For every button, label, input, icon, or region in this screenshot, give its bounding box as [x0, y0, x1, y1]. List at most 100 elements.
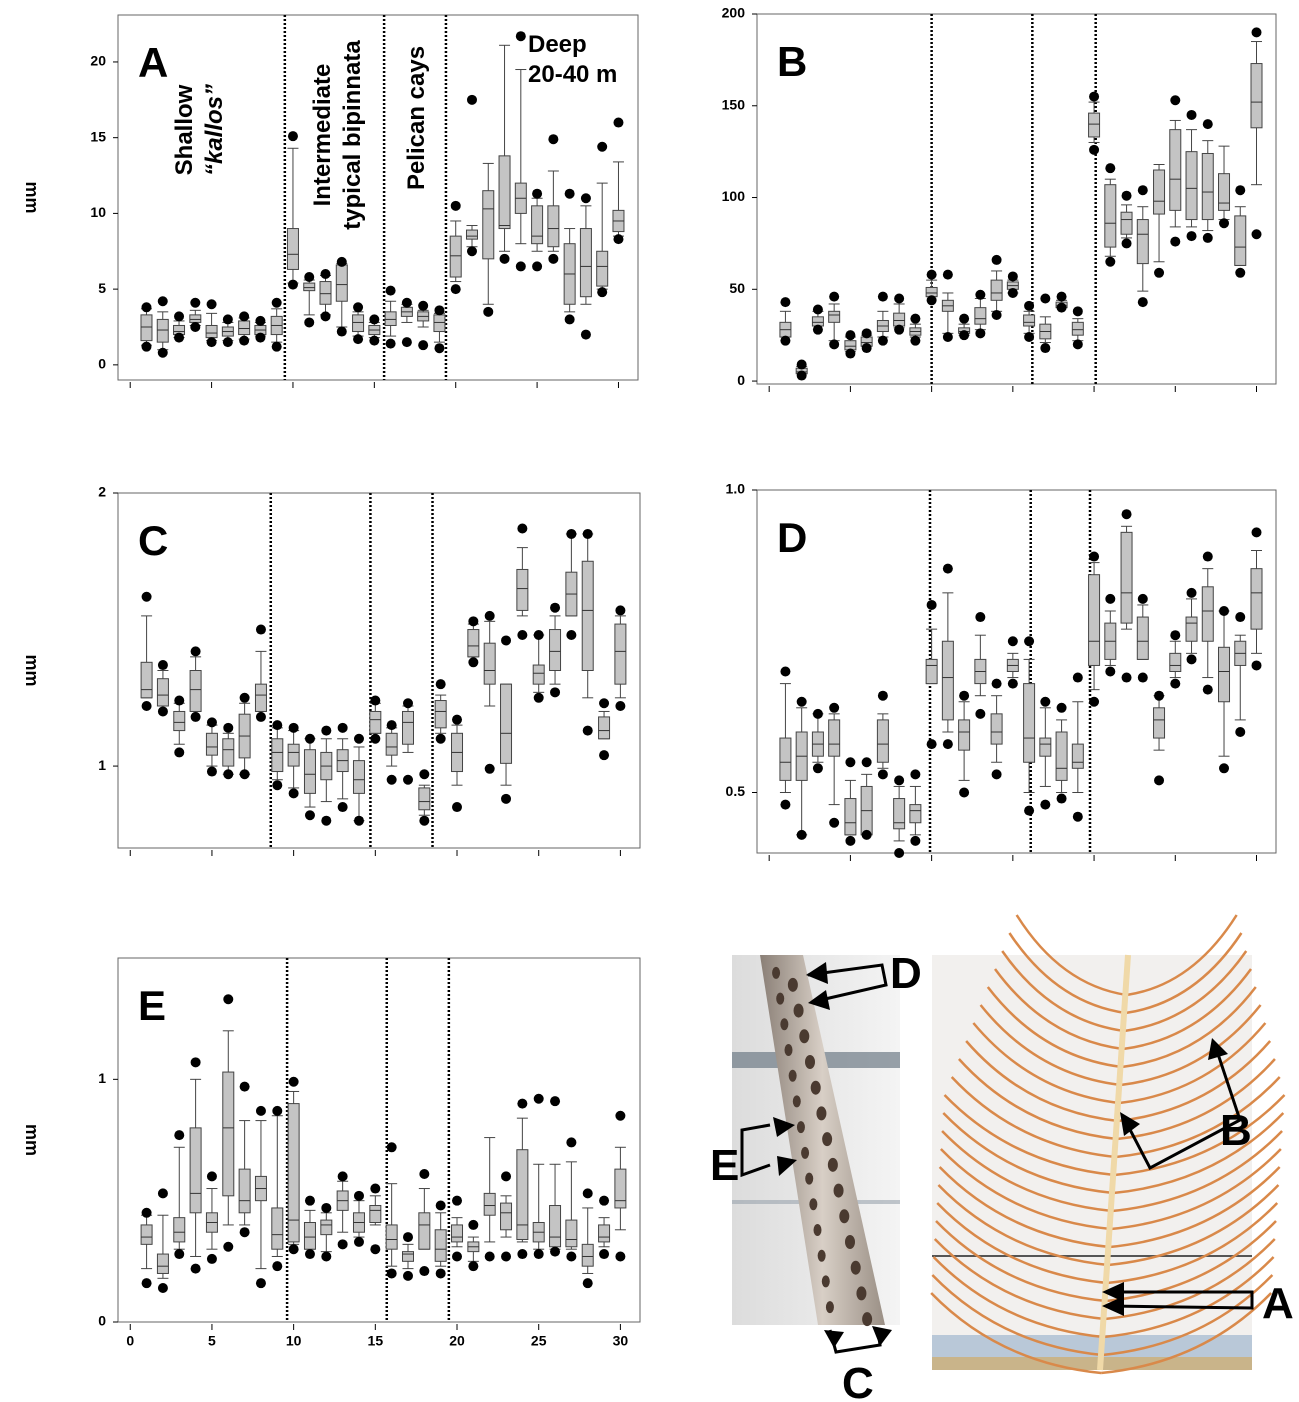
- stalk-pore: [788, 978, 798, 992]
- box: [1235, 216, 1246, 266]
- outlier: [615, 1111, 625, 1121]
- outlier: [174, 333, 184, 343]
- outlier: [240, 1227, 250, 1237]
- outlier: [1170, 237, 1180, 247]
- outlier: [272, 720, 282, 730]
- x-tick-label: 25: [531, 1333, 547, 1349]
- outlier: [1105, 594, 1115, 604]
- stalk-pore: [816, 1106, 826, 1120]
- box: [157, 679, 168, 706]
- outlier: [240, 1082, 250, 1092]
- outlier: [288, 131, 298, 141]
- box: [845, 799, 856, 835]
- box: [975, 308, 986, 325]
- box: [548, 206, 559, 247]
- outlier: [255, 316, 265, 326]
- box: [1170, 130, 1181, 211]
- outlier: [1105, 257, 1115, 267]
- box: [1186, 617, 1197, 641]
- outlier: [1203, 552, 1213, 562]
- outlier: [534, 693, 544, 703]
- outlier: [532, 189, 542, 199]
- outlier: [517, 630, 527, 640]
- photo-label: E: [710, 1141, 739, 1190]
- panel: 0.51.0D: [726, 481, 1276, 861]
- outlier: [158, 1188, 168, 1198]
- plot-frame: [757, 14, 1276, 384]
- outlier: [1138, 297, 1148, 307]
- box: [1056, 732, 1067, 780]
- outlier: [1219, 218, 1229, 228]
- outlier: [532, 261, 542, 271]
- outlier: [452, 715, 462, 725]
- box: [580, 229, 591, 297]
- box: [435, 701, 446, 728]
- outlier: [534, 1094, 544, 1104]
- outlier: [239, 336, 249, 346]
- stalk-pore: [805, 1055, 815, 1069]
- outlier: [141, 302, 151, 312]
- outlier: [1073, 306, 1083, 316]
- outlier: [207, 337, 217, 347]
- outlier: [1008, 636, 1018, 646]
- outlier: [256, 1106, 266, 1116]
- outlier: [1235, 727, 1245, 737]
- box: [403, 1252, 414, 1262]
- outlier: [550, 687, 560, 697]
- box: [499, 156, 510, 229]
- outlier: [583, 529, 593, 539]
- photo-label: D: [890, 949, 922, 998]
- outlier: [289, 1244, 299, 1254]
- x-tick-label: 15: [368, 1333, 384, 1349]
- outlier: [272, 298, 282, 308]
- box: [288, 1104, 299, 1242]
- box: [942, 641, 953, 720]
- outlier: [305, 1249, 315, 1259]
- outlier: [353, 334, 363, 344]
- outlier: [436, 679, 446, 689]
- stalk-pore: [822, 1275, 830, 1287]
- outlier: [613, 118, 623, 128]
- box: [434, 315, 445, 332]
- box: [484, 1193, 495, 1215]
- box: [532, 206, 543, 244]
- outlier: [256, 1278, 266, 1288]
- box: [370, 1206, 381, 1223]
- box: [174, 711, 185, 730]
- outlier: [1122, 509, 1132, 519]
- box: [1089, 575, 1100, 666]
- outlier: [943, 270, 953, 280]
- outlier: [191, 1264, 201, 1274]
- photo-label: C: [842, 1359, 874, 1402]
- box: [386, 1225, 397, 1249]
- box: [255, 684, 266, 711]
- outlier: [1057, 292, 1067, 302]
- outlier: [927, 600, 937, 610]
- outlier: [1008, 288, 1018, 298]
- y-tick-label: 150: [722, 96, 746, 112]
- outlier: [1154, 268, 1164, 278]
- outlier: [369, 314, 379, 324]
- outlier: [615, 701, 625, 711]
- outlier: [548, 134, 558, 144]
- outlier: [599, 750, 609, 760]
- outlier: [597, 142, 607, 152]
- annotation: Pelican cays: [403, 46, 430, 190]
- outlier: [1089, 92, 1099, 102]
- box: [272, 1208, 283, 1249]
- box: [501, 684, 512, 763]
- photo-label: B: [1220, 1106, 1252, 1155]
- stalk-pore: [862, 1312, 872, 1326]
- panel: 01051015202530Emm: [22, 958, 640, 1349]
- y-tick-label: 1: [98, 757, 106, 773]
- box: [1121, 212, 1132, 234]
- outlier: [1235, 612, 1245, 622]
- box: [1024, 315, 1035, 326]
- outlier: [190, 322, 200, 332]
- box: [141, 315, 152, 341]
- stalk-pore: [828, 1158, 838, 1172]
- box: [206, 325, 217, 337]
- box: [615, 624, 626, 684]
- box: [157, 1254, 168, 1273]
- outlier: [862, 328, 872, 338]
